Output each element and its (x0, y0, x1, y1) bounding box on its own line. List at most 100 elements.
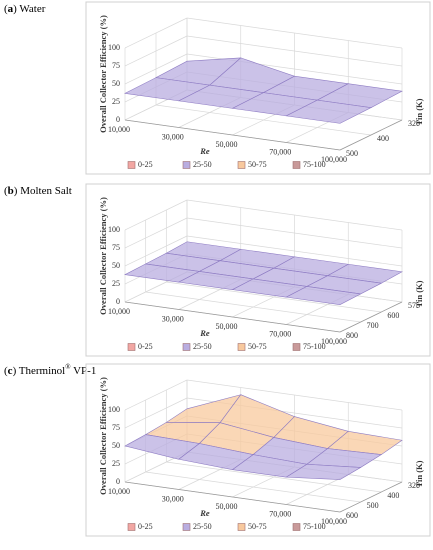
z-tick-label: 25 (112, 459, 120, 468)
axis-line (124, 119, 341, 151)
z-tick-label: 0 (116, 297, 120, 306)
x-tick-label: 30,000 (162, 494, 184, 503)
floor-line (166, 461, 382, 493)
legend-swatch (237, 161, 246, 169)
legend-label: 75-100 (303, 522, 326, 531)
x-tick-label: 50,000 (216, 322, 238, 331)
z-tick-label: 100 (108, 405, 120, 414)
legend-swatch (292, 161, 301, 169)
label-part: ® (65, 363, 71, 371)
grid-line (124, 397, 188, 429)
label-part: ) Molten Salt (14, 185, 72, 197)
x-tick-label: 100,000 (321, 337, 347, 346)
panel-frame (85, 363, 431, 537)
legend-label: 0-25 (138, 342, 153, 351)
legend-swatch (237, 523, 246, 531)
legend-swatch (127, 523, 136, 531)
z-tick-label: 50 (112, 441, 120, 450)
legend-swatch (182, 161, 191, 169)
y-tick-label: 400 (377, 134, 389, 143)
floor-line (166, 281, 382, 313)
panel-label: (c) Therminol® VP-1 (4, 363, 96, 377)
grid-line (124, 199, 188, 231)
panel-label: (b) Molten Salt (4, 185, 72, 197)
y-tick-label: 500 (346, 149, 358, 158)
x-tick-label: 30,000 (162, 314, 184, 323)
x-tick-label: 10,000 (108, 307, 130, 316)
y-tick-label: 400 (387, 491, 399, 500)
legend-label: 50-75 (248, 342, 267, 351)
y-tick-label: 500 (367, 501, 379, 510)
x-tick-label: 10,000 (108, 125, 130, 134)
z-tick-label: 75 (112, 423, 120, 432)
z-tick-label: 25 (112, 97, 120, 106)
panel-frame (85, 183, 431, 357)
y-tick-label: 320 (408, 481, 420, 490)
grid-line (124, 217, 188, 249)
x-axis-title: Re (199, 508, 210, 518)
y-tick-label: 600 (387, 311, 399, 320)
surface-patch (285, 463, 362, 480)
grid-line (124, 379, 188, 411)
floor-line (145, 291, 361, 323)
legend-label: 75-100 (303, 342, 326, 351)
label-part: VP-1 (71, 365, 97, 377)
label-part: ) Therminol (13, 365, 66, 377)
y-tick-label: 700 (367, 321, 379, 330)
z-tick-label: 25 (112, 279, 120, 288)
legend-label: 0-25 (138, 522, 153, 531)
x-tick-label: 70,000 (269, 329, 291, 338)
axis-line (339, 301, 403, 333)
y-tick-label: 800 (346, 331, 358, 340)
legend-swatch (182, 343, 191, 351)
z-tick-label: 75 (112, 61, 120, 70)
legend-swatch (127, 161, 136, 169)
legend-swatch (127, 343, 136, 351)
y-axis-title: Tin (K) (414, 280, 424, 307)
z-tick-label: 50 (112, 79, 120, 88)
y-tick-label: 575 (408, 301, 420, 310)
surface-patch (285, 99, 372, 124)
label-part: ) Water (13, 3, 46, 15)
legend-label: 0-25 (138, 160, 153, 169)
label-part: ( (4, 365, 8, 377)
axis-line (124, 481, 341, 513)
y-tick-label: 600 (346, 511, 358, 520)
x-tick-label: 70,000 (269, 147, 291, 156)
label-part: c (8, 365, 13, 377)
grid-line (124, 235, 188, 267)
surface-patch (285, 286, 362, 305)
floor-line (155, 104, 372, 136)
x-tick-label: 50,000 (216, 502, 238, 511)
label-part: ( (4, 3, 8, 15)
legend-swatch (237, 343, 246, 351)
legend-swatch (292, 523, 301, 531)
x-axis-title: Re (199, 146, 210, 156)
panel-label: (a) Water (4, 3, 46, 15)
z-axis-title: Overall Collector Efficiency (%) (98, 15, 108, 133)
x-tick-label: 50,000 (216, 140, 238, 149)
z-axis-title: Overall Collector Efficiency (%) (98, 377, 108, 495)
z-tick-label: 50 (112, 261, 120, 270)
y-axis-title: Tin (K) (414, 98, 424, 125)
z-tick-label: 100 (108, 225, 120, 234)
z-tick-label: 0 (116, 477, 120, 486)
legend-label: 25-50 (193, 160, 212, 169)
axis-line (124, 301, 341, 333)
label-part: b (8, 185, 14, 197)
axis-line (339, 119, 403, 151)
y-axis-title: Tin (K) (414, 460, 424, 487)
legend-label: 25-50 (193, 342, 212, 351)
label-part: a (8, 3, 14, 15)
panel-frame (85, 1, 431, 175)
z-tick-label: 0 (116, 115, 120, 124)
x-tick-label: 70,000 (269, 509, 291, 518)
y-tick-label: 320 (408, 119, 420, 128)
axis-line (339, 481, 403, 513)
x-tick-label: 100,000 (321, 517, 347, 526)
x-tick-label: 100,000 (321, 155, 347, 164)
legend-label: 50-75 (248, 522, 267, 531)
legend-swatch (182, 523, 191, 531)
z-tick-label: 75 (112, 243, 120, 252)
